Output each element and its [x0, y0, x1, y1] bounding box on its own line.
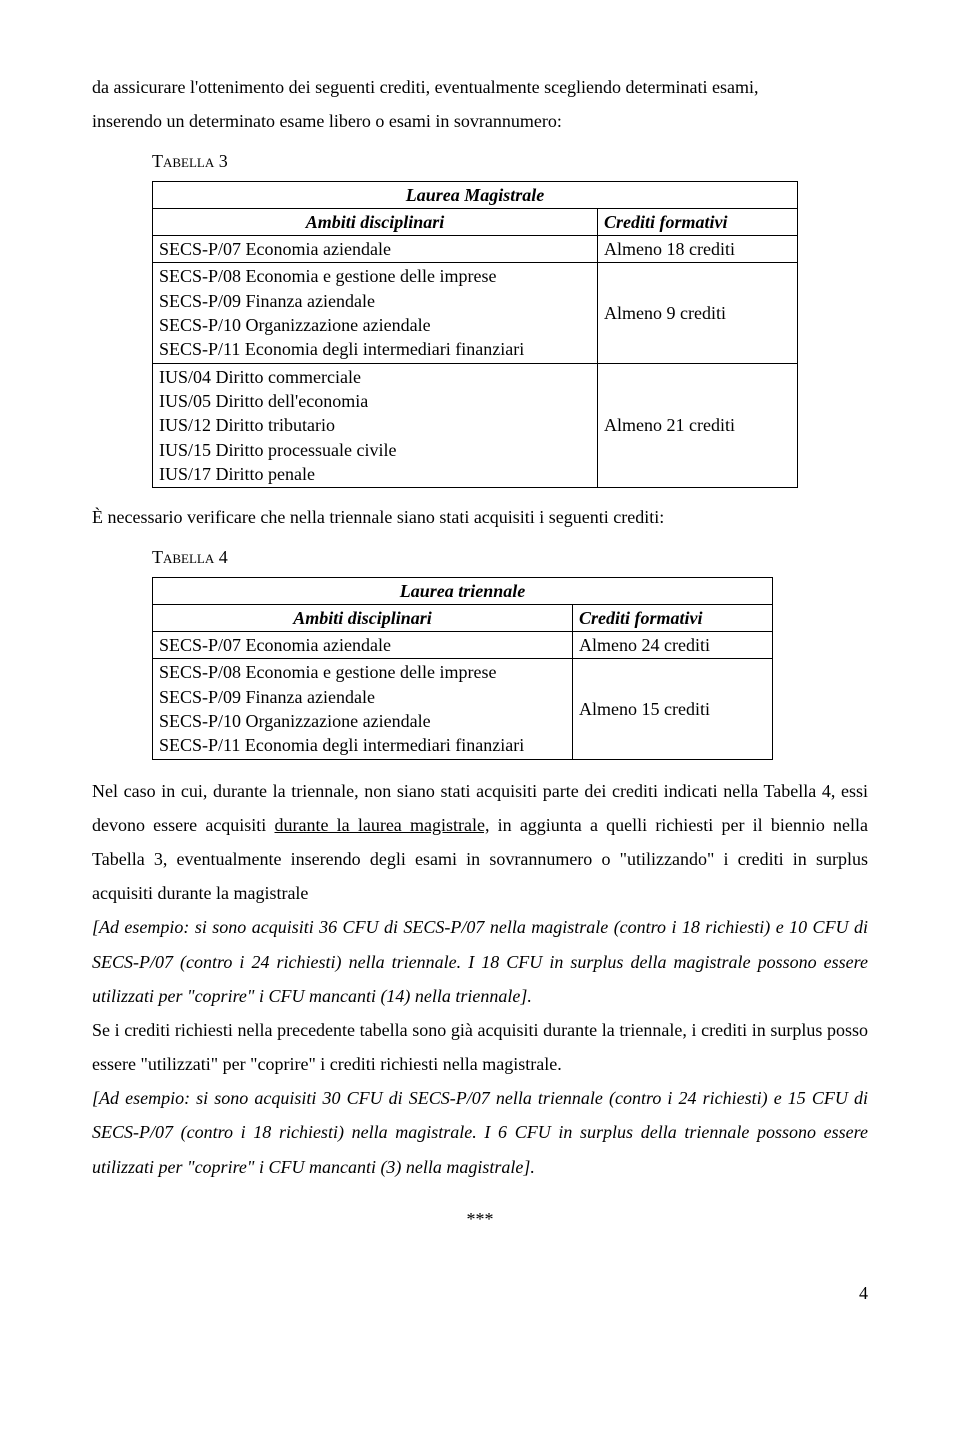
- table3-row2-col1: SECS-P/08 Economia e gestione delle impr…: [153, 263, 598, 363]
- table4-row2-col2: Almeno 15 crediti: [573, 659, 773, 759]
- separator: ***: [92, 1202, 868, 1236]
- table-3: Laurea Magistrale Ambiti disciplinari Cr…: [152, 181, 798, 489]
- table3-caption: Tabella 3: [152, 144, 868, 178]
- table3-row3-col1: IUS/04 Diritto commerciale IUS/05 Diritt…: [153, 363, 598, 487]
- table3-row2-col2: Almeno 9 crediti: [598, 263, 798, 363]
- page-number: 4: [92, 1276, 868, 1310]
- table-4: Laurea triennale Ambiti disciplinari Cre…: [152, 577, 773, 760]
- table4-header-col2: Crediti formativi: [573, 604, 773, 631]
- table3-row1-col1: SECS-P/07 Economia aziendale: [153, 236, 598, 263]
- table4-header-col1: Ambiti disciplinari: [153, 604, 573, 631]
- table3-row3-col2: Almeno 21 crediti: [598, 363, 798, 487]
- para-3: Se i crediti richiesti nella precedente …: [92, 1013, 868, 1081]
- table4-row1-col2: Almeno 24 crediti: [573, 632, 773, 659]
- table3-title: Laurea Magistrale: [153, 181, 798, 208]
- table4-row1-col1: SECS-P/07 Economia aziendale: [153, 632, 573, 659]
- table3-header-col1: Ambiti disciplinari: [153, 208, 598, 235]
- table3-row1-col2: Almeno 18 crediti: [598, 236, 798, 263]
- table4-row2-col1: SECS-P/08 Economia e gestione delle impr…: [153, 659, 573, 759]
- table3-header-col2: Crediti formativi: [598, 208, 798, 235]
- intro-line-2: inserendo un determinato esame libero o …: [92, 104, 868, 138]
- intro-line-1: da assicurare l'ottenimento dei seguenti…: [92, 70, 868, 104]
- para-2: Nel caso in cui, durante la triennale, n…: [92, 774, 868, 911]
- example-2: [Ad esempio: si sono acquisiti 30 CFU di…: [92, 1081, 868, 1184]
- example-1: [Ad esempio: si sono acquisiti 36 CFU di…: [92, 910, 868, 1013]
- table4-title: Laurea triennale: [153, 577, 773, 604]
- table4-caption: Tabella 4: [152, 540, 868, 574]
- para2-u1: durante la laurea magistrale,: [275, 815, 490, 835]
- mid-line: È necessario verificare che nella trienn…: [92, 500, 868, 534]
